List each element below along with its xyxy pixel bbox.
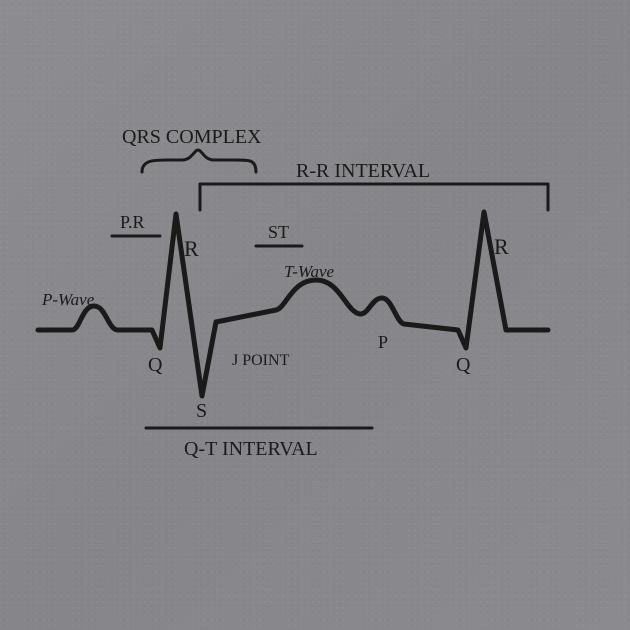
qrs-brace [142, 150, 256, 172]
label-q-second: Q [456, 354, 470, 377]
label-r-first: R [184, 236, 199, 262]
ecg-waveform [38, 212, 548, 396]
label-p-second: P [378, 332, 388, 353]
label-rr-interval: R-R INTERVAL [296, 160, 430, 183]
label-st: ST [268, 222, 289, 243]
label-pr: P.R [120, 212, 145, 233]
label-r-second: R [494, 234, 509, 260]
label-qrs-complex: QRS COMPLEX [122, 126, 261, 149]
label-j-point: J POINT [232, 352, 289, 370]
label-qt-interval: Q-T INTERVAL [184, 438, 318, 461]
label-q-first: Q [148, 354, 162, 377]
ecg-diagram [0, 0, 630, 630]
label-t-wave: T-Wave [284, 262, 334, 282]
label-p-wave: P-Wave [42, 290, 94, 310]
label-s: S [196, 400, 207, 423]
